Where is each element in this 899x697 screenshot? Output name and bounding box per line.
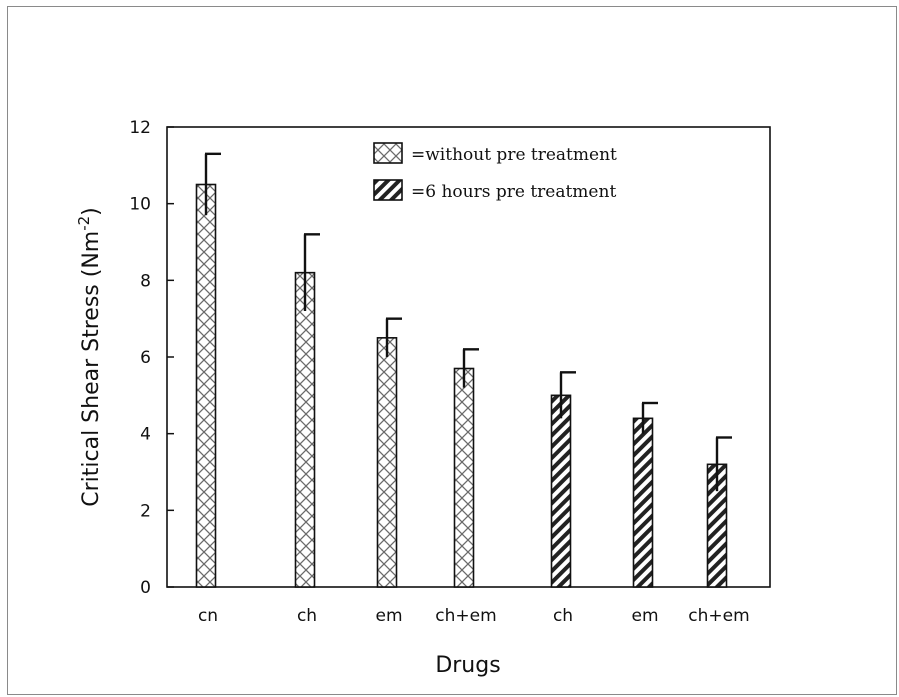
- legend-label-without: =without pre treatment: [411, 145, 617, 165]
- y-axis: 0 2 4 6 8 10 12: [129, 118, 174, 598]
- legend: =without pre treatment =6 hours pre trea…: [373, 142, 617, 202]
- error-bar-1: [204, 152, 221, 216]
- x-tick-label: em: [375, 606, 402, 626]
- x-tick-label: ch+em: [435, 606, 496, 626]
- y-tick-label: 12: [129, 118, 151, 138]
- y-tick-label: 10: [129, 195, 151, 215]
- x-axis: cn ch em ch+em ch em ch+em: [198, 606, 750, 626]
- bars: [195, 152, 732, 588]
- bar-5: [550, 394, 572, 588]
- y-tick-label: 2: [140, 501, 151, 521]
- y-axis-title-close: ): [79, 207, 104, 216]
- legend-label-6h: =6 hours pre treatment: [411, 182, 616, 202]
- y-axis-title: Critical Shear Stress (Nm-2): [75, 207, 104, 507]
- x-axis-title: Drugs: [435, 653, 500, 678]
- x-tick-label: ch: [553, 606, 573, 626]
- x-tick-label: ch: [297, 606, 317, 626]
- error-bar-7: [715, 436, 732, 492]
- bar-6: [632, 417, 654, 588]
- error-bar-6: [641, 401, 658, 434]
- bar-4: [453, 367, 475, 588]
- x-tick-label: cn: [198, 606, 218, 626]
- y-axis-title-sup: -2: [75, 216, 93, 231]
- bar-2: [294, 271, 316, 588]
- error-bar-2: [303, 233, 320, 311]
- y-tick-label: 6: [140, 348, 151, 368]
- y-tick-label: 4: [140, 425, 151, 445]
- legend-swatch-6h: [373, 179, 403, 201]
- bar-1: [195, 183, 217, 588]
- error-bar-3: [385, 317, 402, 357]
- y-tick-label: 8: [140, 271, 151, 291]
- y-axis-title-main: Critical Shear Stress (Nm: [79, 231, 104, 507]
- error-bar-4: [462, 348, 479, 388]
- bar-3: [376, 337, 398, 588]
- x-tick-label: em: [631, 606, 658, 626]
- legend-swatch-without: [373, 142, 403, 164]
- error-bar-5: [559, 371, 576, 419]
- x-tick-label: ch+em: [688, 606, 749, 626]
- chart-frame: [7, 6, 897, 695]
- y-tick-label: 0: [140, 578, 151, 598]
